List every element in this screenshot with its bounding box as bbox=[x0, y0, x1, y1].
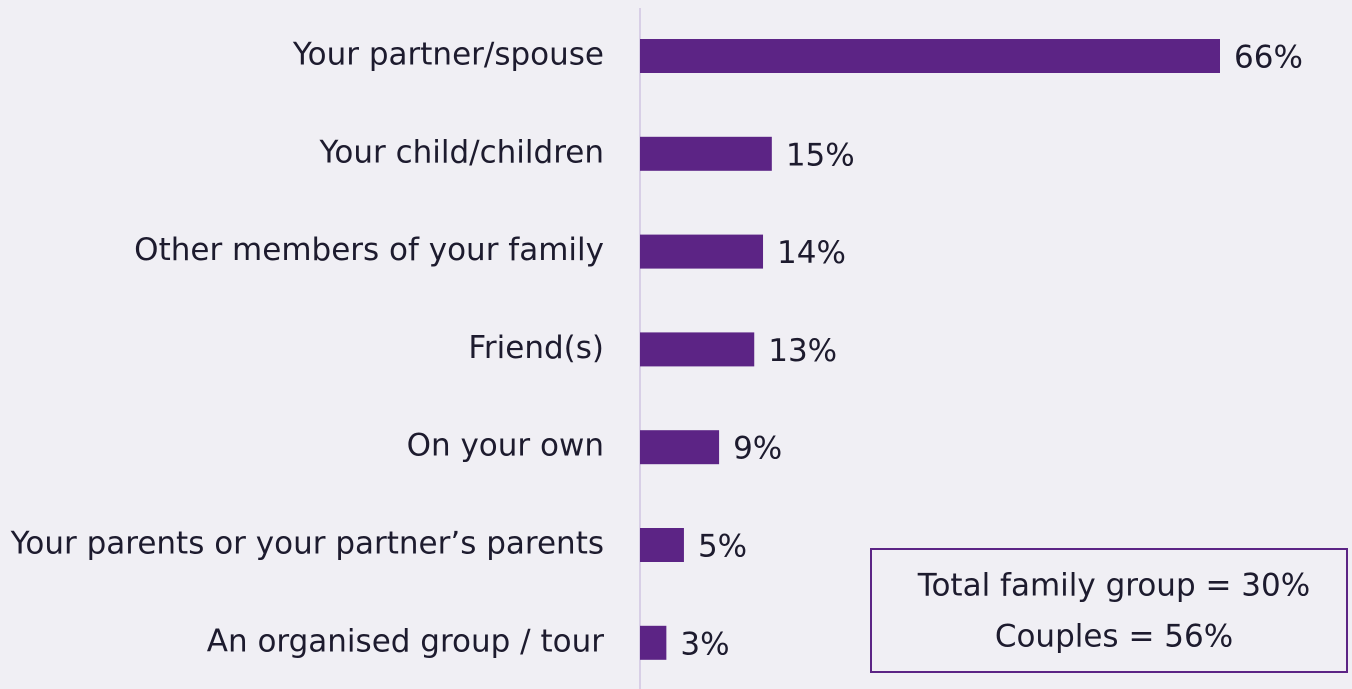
bar bbox=[640, 39, 1220, 73]
value-label: 15% bbox=[786, 137, 855, 173]
bar bbox=[640, 528, 684, 562]
category-label: Other members of your family bbox=[134, 232, 604, 268]
bar bbox=[640, 136, 772, 171]
category-label: On your own bbox=[407, 428, 604, 464]
annotation: Total family group = 30% bbox=[917, 568, 1310, 604]
value-label: 5% bbox=[698, 529, 747, 565]
value-label: 9% bbox=[733, 431, 782, 467]
bar bbox=[640, 625, 667, 660]
annotation: Couples = 56% bbox=[995, 619, 1233, 655]
category-label: Friend(s) bbox=[468, 330, 604, 366]
category-label: An organised group / tour bbox=[207, 623, 605, 659]
category-label: Your partner/spouse bbox=[292, 37, 604, 73]
annotation-box bbox=[870, 548, 1348, 673]
bar bbox=[640, 430, 720, 465]
category-label: Your child/children bbox=[319, 134, 604, 170]
value-label: 66% bbox=[1234, 40, 1303, 76]
value-label: 14% bbox=[777, 235, 846, 271]
value-label: 3% bbox=[680, 626, 729, 662]
value-label: 13% bbox=[768, 333, 837, 369]
bar bbox=[640, 332, 755, 367]
bar bbox=[640, 234, 764, 269]
category-label: Your parents or your partner’s parents bbox=[10, 526, 604, 562]
